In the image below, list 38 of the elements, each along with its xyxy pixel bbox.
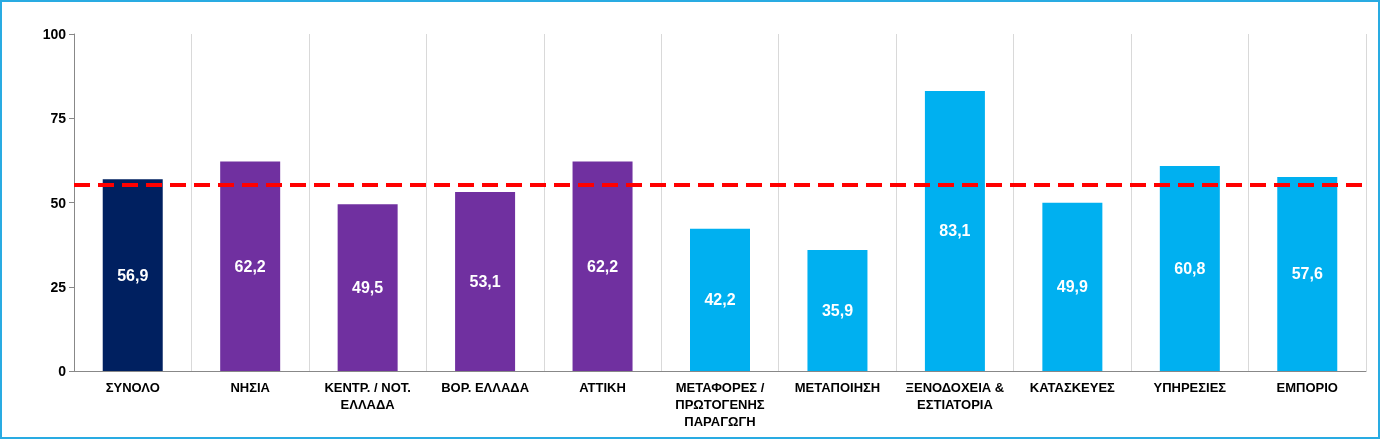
bar bbox=[102, 179, 163, 371]
x-tick-label: ΚΑΤΑΣΚΕΥΕΣ bbox=[1029, 380, 1116, 395]
data-label: 49,9 bbox=[1056, 278, 1089, 296]
y-tick-label: 25 bbox=[50, 278, 67, 295]
bar bbox=[572, 161, 633, 371]
data-label: 53,1 bbox=[469, 273, 501, 291]
y-tick-label: 0 bbox=[58, 363, 67, 379]
bar bbox=[924, 90, 985, 371]
x-tick-label: ΥΠΗΡΕΣΙΕΣ bbox=[1153, 380, 1227, 395]
bar bbox=[807, 250, 868, 371]
y-tick-label: 75 bbox=[50, 110, 67, 127]
data-label: 60,8 bbox=[1174, 260, 1206, 278]
bar bbox=[455, 192, 516, 371]
x-tick-label: ΒΟΡ. ΕΛΛΑΔΑ bbox=[441, 380, 530, 395]
x-tick-label: ΚΕΝΤΡ. / ΝΟΤ. ΕΛΛΑΔΑ bbox=[324, 380, 411, 412]
data-label: 49,5 bbox=[352, 279, 384, 297]
data-label: 42,2 bbox=[704, 291, 736, 309]
data-label: 62,2 bbox=[586, 257, 619, 275]
data-label: 35,9 bbox=[821, 302, 854, 320]
data-label: 57,6 bbox=[1291, 265, 1323, 283]
bar bbox=[1277, 176, 1338, 371]
bar bbox=[337, 204, 398, 371]
x-tick-label: ΑΤΤΙΚΗ bbox=[579, 380, 626, 395]
y-tick-label: 100 bbox=[42, 26, 67, 42]
x-tick-label: ΞΕΝΟΔΟΧΕΙΑ & ΕΣΤΙΑΤΟΡΙΑ bbox=[905, 380, 1005, 412]
bar bbox=[1159, 166, 1220, 371]
x-tick-label: ΣΥΝΟΛΟ bbox=[105, 380, 160, 395]
x-tick-label: ΕΜΠΟΡΙΟ bbox=[1276, 380, 1338, 395]
bar bbox=[220, 161, 281, 371]
y-tick-label: 50 bbox=[50, 194, 67, 211]
bar bbox=[690, 228, 750, 371]
x-tick-label: ΜΕΤΑΠΟΙΗΣΗ bbox=[794, 380, 881, 395]
bar bbox=[1042, 202, 1103, 371]
x-tick-label: ΜΕΤΑΦΟΡΕΣ / ΠΡΩΤΟΓΕΝΗΣ ΠΑΡΑΓΩΓΗ bbox=[675, 380, 765, 429]
data-label: 62,2 bbox=[234, 257, 266, 275]
data-label: 56,9 bbox=[117, 266, 149, 284]
data-label: 83,1 bbox=[939, 222, 971, 240]
x-tick-label: ΝΗΣΙΑ bbox=[230, 380, 271, 395]
